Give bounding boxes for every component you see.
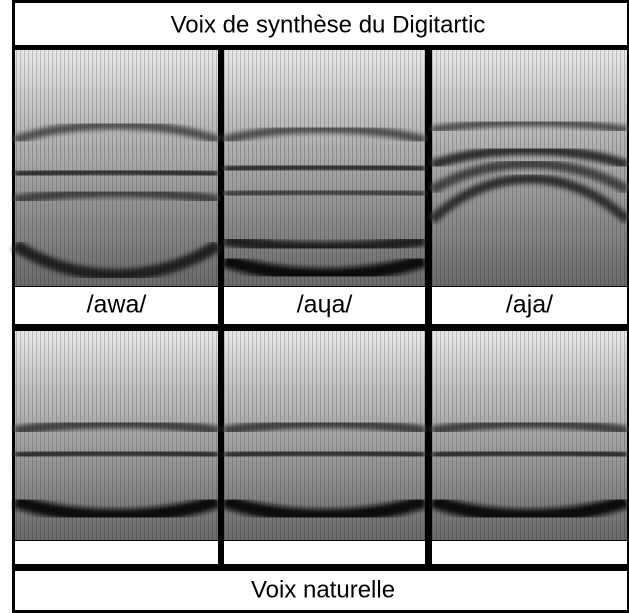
panels: /awa/ /aɥa/ /aja/ (11, 50, 629, 564)
striations (15, 331, 218, 540)
label-box (432, 287, 627, 324)
title: Voix de synthèse du Digitartic (171, 11, 486, 38)
striations (224, 50, 425, 286)
striations (432, 50, 627, 286)
striations (432, 331, 627, 540)
label: /aɥa/ (297, 291, 353, 319)
label-box (15, 287, 218, 324)
striations (224, 331, 425, 540)
footer: Voix naturelle (251, 576, 395, 603)
striations (15, 50, 218, 286)
blank (432, 541, 627, 564)
label: /awa/ (87, 291, 147, 319)
blank (224, 541, 425, 564)
label: /aja/ (506, 291, 553, 319)
title-box (15, 3, 627, 45)
footer-box (15, 571, 627, 610)
blank (15, 541, 218, 564)
label-box (224, 287, 425, 324)
